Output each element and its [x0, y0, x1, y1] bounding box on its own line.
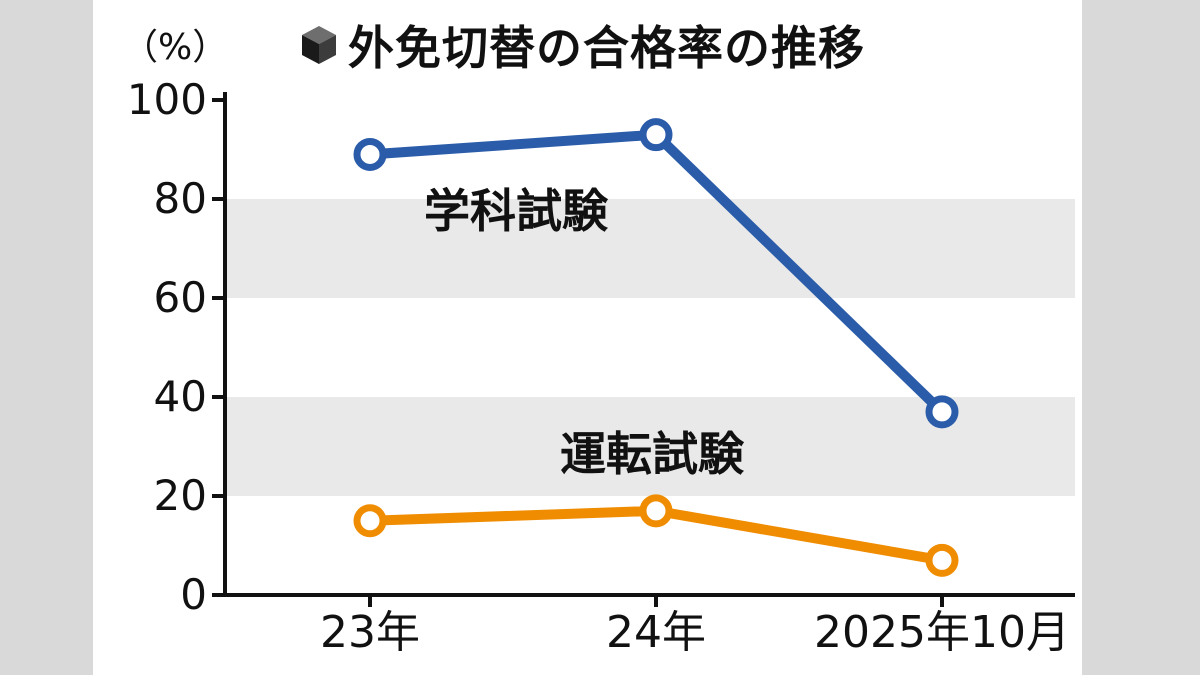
- marker-s1-p0: [353, 504, 387, 538]
- marker-s0-p1: [639, 118, 673, 152]
- marker-s1-p2: [925, 543, 959, 577]
- series-label-written-test: 学科試験: [424, 184, 608, 238]
- y-axis-unit-label: （%）: [122, 27, 229, 68]
- right-letterbox: [1082, 0, 1200, 675]
- x-tick-label-0: 23年: [320, 607, 420, 658]
- y-tick-label-100: 100: [126, 75, 207, 124]
- series-label-driving-test: 運転試験: [560, 427, 744, 481]
- chart-header: 外免切替の合格率の推移: [300, 12, 865, 78]
- cube-icon: [302, 26, 336, 64]
- y-tick-label-20: 20: [153, 471, 207, 520]
- marker-s0-p0: [353, 137, 387, 171]
- y-tick-label-80: 80: [153, 174, 207, 223]
- y-tick-label-0: 0: [180, 570, 207, 619]
- band-60-80: [225, 199, 1075, 298]
- x-tick-label-1: 24年: [606, 607, 706, 658]
- y-tick-label-60: 60: [153, 273, 207, 322]
- left-letterbox: [0, 0, 93, 675]
- marker-s0-p2: [925, 395, 959, 429]
- x-tick-label-2: 2025年10月: [814, 607, 1070, 658]
- marker-s1-p1: [639, 494, 673, 528]
- chart-title: 外免切替の合格率の推移: [348, 21, 865, 75]
- y-tick-label-40: 40: [153, 372, 207, 421]
